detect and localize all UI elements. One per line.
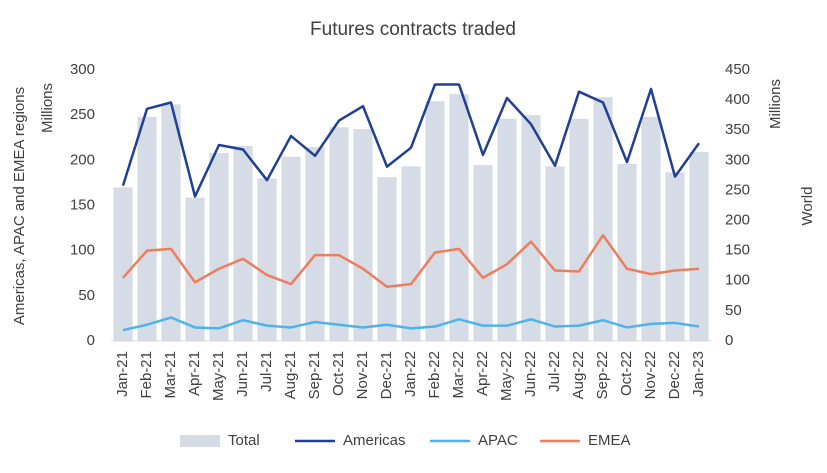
bar xyxy=(185,197,205,341)
bar xyxy=(401,166,421,341)
bar xyxy=(305,147,325,341)
x-tick-label: Mar-22 xyxy=(450,351,467,399)
bar xyxy=(257,178,277,341)
bar xyxy=(521,115,541,342)
y2-tick-label: 300 xyxy=(725,151,750,168)
x-tick-label: Feb-21 xyxy=(138,351,155,399)
bar xyxy=(641,116,661,342)
x-tick-label: Jan-23 xyxy=(690,351,707,397)
x-tick-label: Nov-21 xyxy=(354,351,371,399)
x-tick-label: Jan-22 xyxy=(402,351,419,397)
y-tick-label: 150 xyxy=(70,196,95,213)
x-tick-label: Sep-21 xyxy=(306,351,323,399)
bar xyxy=(161,104,181,342)
bar xyxy=(329,127,349,341)
y-tick-label: 200 xyxy=(70,151,95,168)
x-tick-label: Dec-22 xyxy=(666,351,683,399)
bar xyxy=(137,116,157,342)
x-tick-label: Jun-22 xyxy=(522,351,539,397)
y2-tick-label: 200 xyxy=(725,212,750,229)
y-tick-label: 50 xyxy=(78,287,95,304)
x-tick-label: Feb-22 xyxy=(426,351,443,399)
bar xyxy=(617,163,637,341)
line xyxy=(122,316,700,332)
y2-tick-label: 150 xyxy=(725,242,750,259)
bar xyxy=(569,118,589,341)
y2-tick-label: 450 xyxy=(725,61,750,78)
y-tick-label: 0 xyxy=(87,332,95,349)
bar xyxy=(425,101,445,341)
x-tick-label: Aug-22 xyxy=(570,351,587,399)
x-tick-label: Sep-22 xyxy=(594,351,611,399)
y-tick-label: 300 xyxy=(70,61,95,78)
chart-title: Futures contracts traded xyxy=(310,19,516,40)
y2-tick-label: 50 xyxy=(725,302,742,319)
x-tick-label: Oct-22 xyxy=(618,351,635,396)
bar xyxy=(113,187,133,341)
bar xyxy=(353,129,373,341)
bar xyxy=(377,177,397,341)
y-tick-label: 100 xyxy=(70,242,95,259)
y-axis-label: Americas, APAC and EMEA regions xyxy=(11,87,28,325)
y2-tick-label: 0 xyxy=(725,332,733,349)
x-tick-label: Apr-22 xyxy=(474,351,491,396)
y-axis-unit: Millions xyxy=(39,83,56,133)
y-tick-label: 250 xyxy=(70,106,95,123)
x-tick-label: Jun-21 xyxy=(234,351,251,397)
bar xyxy=(449,94,469,341)
legend-label: Americas xyxy=(343,432,406,449)
y2-axis-unit: Millions xyxy=(767,79,784,129)
legend-label: Total xyxy=(228,432,260,449)
bar xyxy=(665,172,685,341)
y2-tick-label: 400 xyxy=(725,91,750,108)
x-tick-label: May-21 xyxy=(210,351,227,401)
x-tick-label: Jul-22 xyxy=(546,351,563,392)
y2-tick-label: 350 xyxy=(725,121,750,138)
bar xyxy=(593,97,613,341)
bar xyxy=(689,151,709,341)
x-tick-label: Jul-21 xyxy=(258,351,275,392)
y2-tick-label: 250 xyxy=(725,181,750,198)
x-tick-label: Dec-21 xyxy=(378,351,395,399)
x-tick-label: Oct-21 xyxy=(330,351,347,396)
bar xyxy=(473,165,493,341)
x-tick-label: Nov-22 xyxy=(642,351,659,399)
x-tick-label: Apr-21 xyxy=(186,351,203,396)
y2-tick-label: 100 xyxy=(725,272,750,289)
bar xyxy=(497,118,517,341)
x-tick-label: May-22 xyxy=(498,351,515,401)
x-tick-label: Mar-21 xyxy=(162,351,179,399)
bar xyxy=(233,145,253,341)
bar xyxy=(209,153,229,341)
legend-label: APAC xyxy=(478,432,518,449)
bar xyxy=(281,156,301,341)
x-tick-label: Jan-21 xyxy=(114,351,131,397)
legend-swatch xyxy=(180,435,220,447)
legend-label: EMEA xyxy=(588,432,631,449)
line xyxy=(122,234,700,289)
bar xyxy=(545,166,565,341)
x-tick-label: Aug-21 xyxy=(282,351,299,399)
y2-axis-label: World xyxy=(799,187,816,226)
line xyxy=(121,83,701,198)
